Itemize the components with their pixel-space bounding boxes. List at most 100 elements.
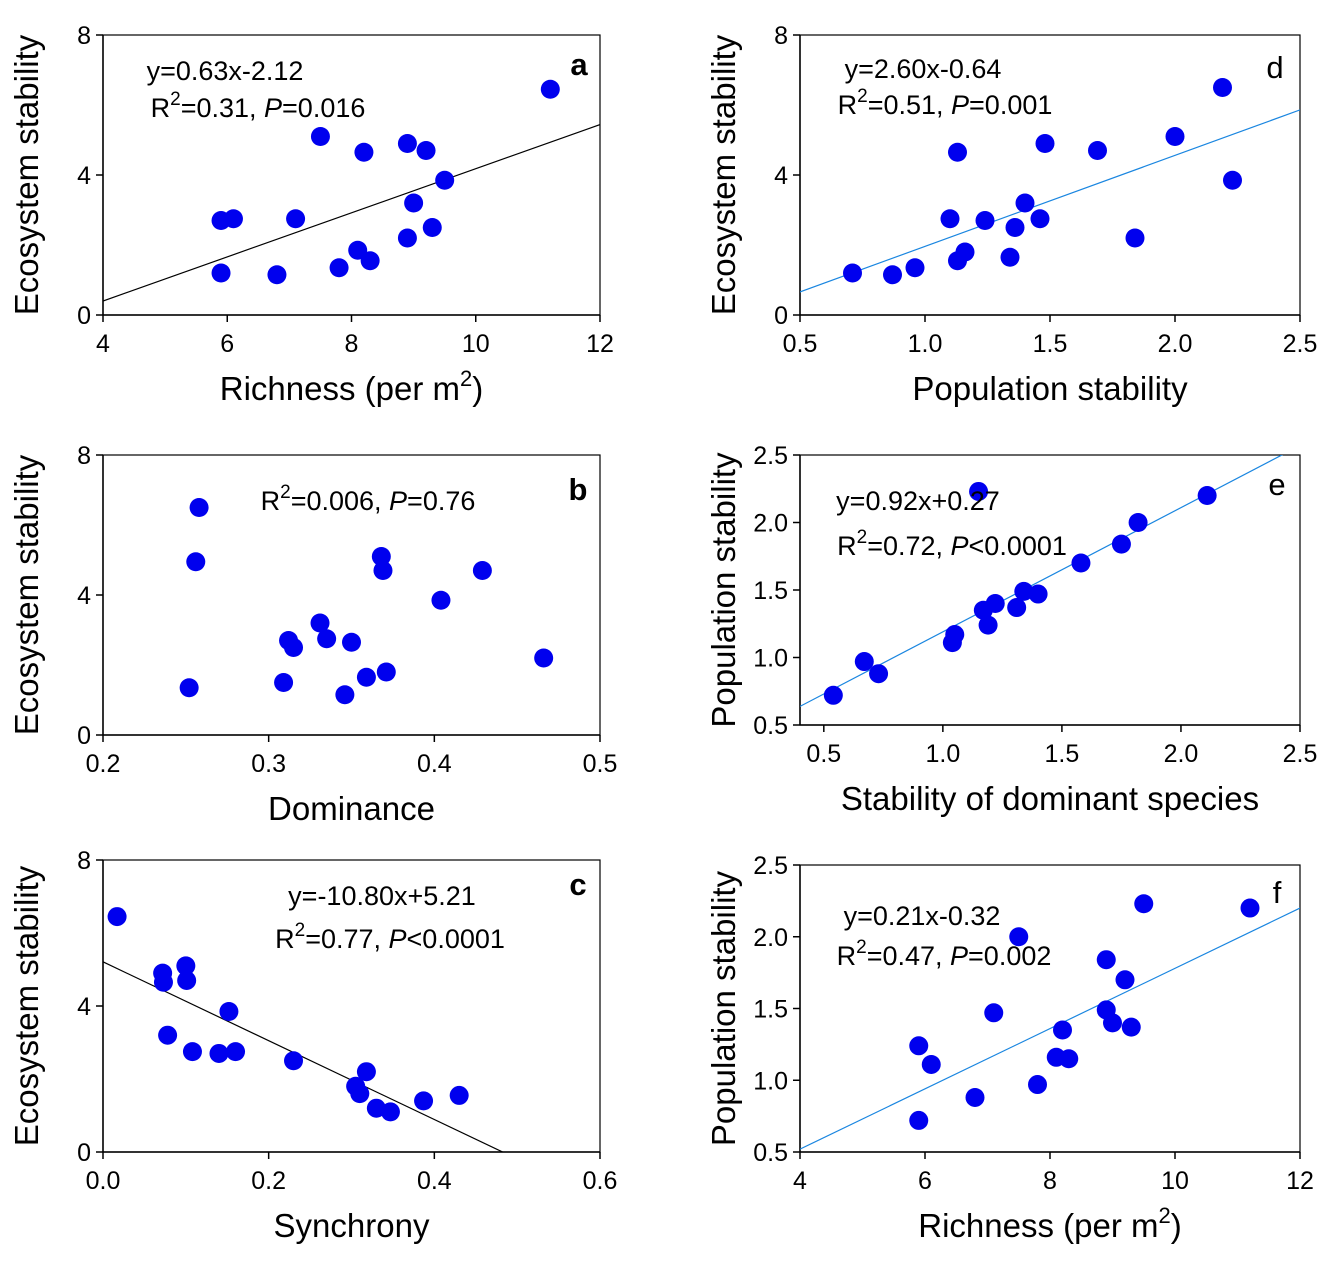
x-tick-label: 2.5 (1283, 330, 1318, 358)
data-point (843, 263, 862, 283)
data-point (182, 1042, 202, 1062)
data-point (1000, 247, 1020, 267)
data-point (284, 638, 304, 657)
data-point (404, 193, 424, 213)
data-point (965, 1087, 985, 1107)
data-point (1009, 927, 1029, 947)
y-tick-label: 8 (77, 442, 91, 470)
x-axis-label: Synchrony (274, 1207, 430, 1244)
regression-equation: y=-10.80x+5.21 (288, 881, 476, 911)
x-axis-label: Stability of dominant species (841, 780, 1259, 817)
p-value: <0.0001 (407, 924, 505, 954)
data-point (211, 263, 231, 283)
data-point (1028, 1075, 1047, 1095)
r2-value: =0.51, (868, 90, 951, 120)
r2-prefix: R (261, 486, 281, 516)
data-point (1071, 553, 1091, 573)
panel-letter: c (569, 867, 586, 902)
x-axis-label-text: Richness (per m (220, 370, 460, 407)
data-point (380, 1102, 400, 1122)
data-point (869, 664, 889, 684)
x-axis-label-text: Synchrony (274, 1207, 430, 1244)
data-point (909, 1036, 929, 1056)
data-point (1115, 970, 1135, 990)
r-squared-p-value: R2=0.006, P=0.76 (261, 482, 476, 516)
data-point (985, 594, 1005, 613)
data-point (909, 1110, 929, 1130)
data-point (179, 678, 199, 698)
r2-prefix: R (275, 924, 295, 954)
data-point (350, 1084, 370, 1104)
data-point (1197, 486, 1217, 505)
data-point (1035, 134, 1055, 153)
data-point (1014, 581, 1034, 601)
data-point (984, 1003, 1004, 1023)
data-point (1015, 193, 1035, 213)
x-tick-label: 2.0 (1158, 330, 1193, 358)
y-axis-label: Ecosystem stability (705, 34, 742, 315)
r2-value: =0.77, (305, 924, 388, 954)
p-value: <0.0001 (969, 531, 1067, 561)
data-point (107, 907, 127, 927)
data-point (978, 615, 998, 635)
data-point (397, 134, 417, 153)
p-label: P (951, 531, 969, 561)
x-tick-label: 0.3 (251, 750, 286, 778)
x-tick-label: 12 (586, 330, 614, 358)
r2-superscript: 2 (856, 937, 867, 958)
x-axis-label-text: Population stability (912, 370, 1188, 407)
r-squared-p-value: R2=0.47, P=0.002 (837, 937, 1052, 971)
x-tick-label: 0.2 (86, 750, 121, 778)
data-point (1096, 950, 1116, 970)
p-label: P (389, 486, 407, 516)
data-point (948, 142, 967, 162)
x-axis-label-superscript: 2 (460, 366, 472, 391)
data-point (186, 552, 206, 572)
x-tick-label: 0.5 (783, 330, 818, 358)
data-point (1028, 584, 1048, 604)
x-tick-label: 4 (793, 1167, 807, 1195)
x-axis-label-text: Richness (per m (918, 1207, 1158, 1244)
p-value: =0.76 (407, 486, 475, 516)
x-tick-label: 6 (918, 1167, 932, 1195)
x-tick-label: 1.0 (925, 740, 960, 768)
data-point (310, 613, 330, 633)
y-axis-label: Ecosystem stability (8, 865, 45, 1146)
panel-letter: d (1266, 50, 1283, 85)
y-axis-label: Population stability (705, 870, 742, 1146)
y-tick-label: 4 (77, 993, 91, 1021)
data-point (1121, 1017, 1141, 1037)
y-tick-label: 0 (77, 1139, 91, 1167)
data-point (905, 258, 925, 278)
x-tick-label: 0.0 (86, 1167, 121, 1195)
p-label: P (264, 93, 282, 123)
r2-prefix: R (837, 531, 857, 561)
x-tick-label: 2.5 (1283, 740, 1318, 768)
data-point (354, 142, 374, 162)
y-tick-label: 2.0 (753, 924, 788, 952)
x-tick-label: 8 (345, 330, 359, 358)
data-point (1125, 228, 1145, 248)
x-tick-label: 0.4 (417, 750, 452, 778)
y-tick-label: 0 (77, 302, 91, 330)
p-value: =0.002 (968, 941, 1051, 971)
r2-value: =0.31, (181, 93, 264, 123)
data-point (472, 561, 492, 580)
p-label: P (389, 924, 407, 954)
x-axis-label: Richness (per m2) (220, 366, 483, 407)
data-point (223, 209, 243, 229)
data-point (274, 673, 294, 692)
x-tick-label: 8 (1043, 1167, 1057, 1195)
data-point (969, 481, 989, 501)
y-tick-label: 8 (77, 22, 91, 50)
panel-letter: a (570, 47, 588, 82)
data-point (435, 170, 455, 190)
data-point (1005, 218, 1025, 237)
data-point (189, 498, 209, 517)
data-point (329, 258, 349, 278)
y-tick-label: 2.0 (753, 510, 788, 538)
data-point (1088, 141, 1107, 160)
